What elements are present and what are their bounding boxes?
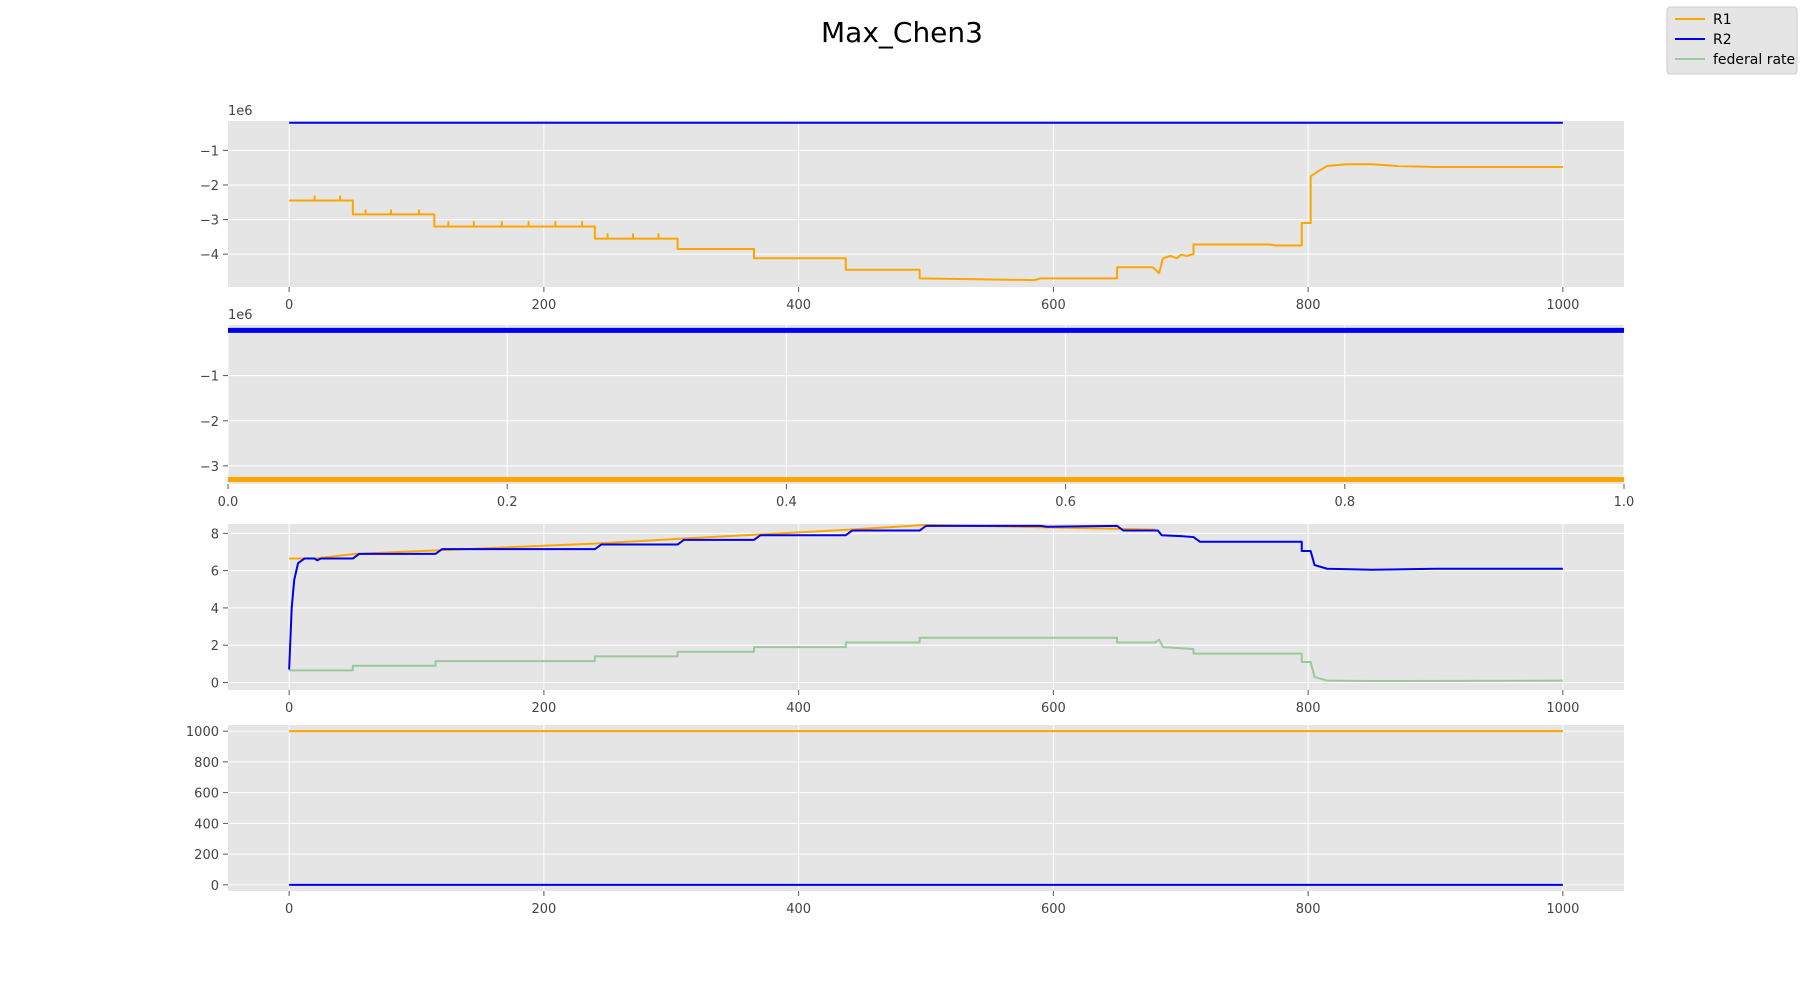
- series-line-r1: [289, 163, 1563, 282]
- y-tick-label: −2: [200, 415, 219, 430]
- x-tick-label: 800: [1296, 298, 1321, 313]
- y-tick-label: 2: [211, 639, 219, 654]
- subplot-1-background: [228, 121, 1624, 287]
- y-tick-label: 1000: [186, 725, 219, 740]
- x-tick-label: 200: [531, 298, 556, 313]
- x-tick-label: 400: [786, 902, 811, 917]
- subplot-2-background: [228, 325, 1624, 484]
- figure-title: Max_Chen3: [821, 16, 983, 49]
- y-tick-label: 400: [194, 817, 219, 832]
- x-tick-label: 0: [285, 902, 293, 917]
- legend-frame: [1666, 6, 1798, 75]
- y-scale-offset-label: 1e6: [228, 308, 253, 323]
- y-tick-label: 8: [211, 527, 219, 542]
- x-tick-label: 1000: [1546, 701, 1579, 716]
- x-tick-label: 400: [786, 701, 811, 716]
- subplot-2: 0.0 0.2 0.4 0.6 0.8 1.0 −3 −2 −1 1e6: [200, 308, 1635, 510]
- subplot-3-background: [228, 524, 1624, 690]
- series-line-federal-rate: [289, 636, 1563, 683]
- x-tick-label: 0: [285, 701, 293, 716]
- legend-entry-label: federal rate: [1713, 52, 1795, 68]
- y-tick-label: 0: [211, 677, 219, 692]
- x-tick-label: 600: [1041, 298, 1066, 313]
- x-tick-label: 200: [531, 902, 556, 917]
- x-tick-label: 0.6: [1055, 495, 1076, 510]
- y-tick-label: 4: [211, 602, 219, 617]
- x-tick-label: 0.4: [776, 495, 797, 510]
- x-tick-label: 800: [1296, 701, 1321, 716]
- y-tick-label: −2: [200, 179, 219, 194]
- y-tick-label: 600: [194, 787, 219, 802]
- legend: R1 R2 federal rate: [1666, 6, 1798, 75]
- x-tick-label: 0.0: [218, 495, 239, 510]
- y-tick-label: −3: [200, 214, 219, 229]
- y-tick-label: −3: [200, 460, 219, 475]
- series-line-r2: [288, 524, 1563, 670]
- subplot-3: 0 200 400 600 800 1000 0 2 4 6 8: [211, 523, 1624, 716]
- legend-entry-label: R1: [1713, 12, 1732, 28]
- x-tick-label: 200: [531, 701, 556, 716]
- x-tick-label: 0.2: [497, 495, 518, 510]
- x-tick-label: 600: [1041, 701, 1066, 716]
- y-tick-label: 800: [194, 756, 219, 771]
- x-tick-label: 1.0: [1614, 495, 1635, 510]
- subplot-1: 0 200 400 600 800 1000 −4 −3 −2 −1 1e6: [200, 104, 1624, 313]
- subplot-4-background: [228, 725, 1624, 891]
- x-tick-label: 1000: [1546, 902, 1579, 917]
- y-tick-label: 200: [194, 848, 219, 863]
- x-tick-label: 1000: [1546, 298, 1579, 313]
- y-tick-label: −1: [200, 144, 219, 159]
- y-scale-offset-label: 1e6: [228, 104, 253, 119]
- y-tick-label: 0: [211, 879, 219, 894]
- y-tick-label: 6: [211, 565, 219, 580]
- x-tick-label: 600: [1041, 902, 1066, 917]
- y-tick-label: −4: [200, 248, 219, 263]
- y-tick-label: −1: [200, 370, 219, 385]
- x-tick-label: 400: [786, 298, 811, 313]
- x-tick-label: 800: [1296, 902, 1321, 917]
- subplot-4: 0 200 400 600 800 1000 0 200 400 600 800 1000: [186, 725, 1624, 917]
- x-tick-label: 0.8: [1334, 495, 1355, 510]
- legend-entry-label: R2: [1713, 32, 1732, 48]
- x-tick-label: 0: [285, 298, 293, 313]
